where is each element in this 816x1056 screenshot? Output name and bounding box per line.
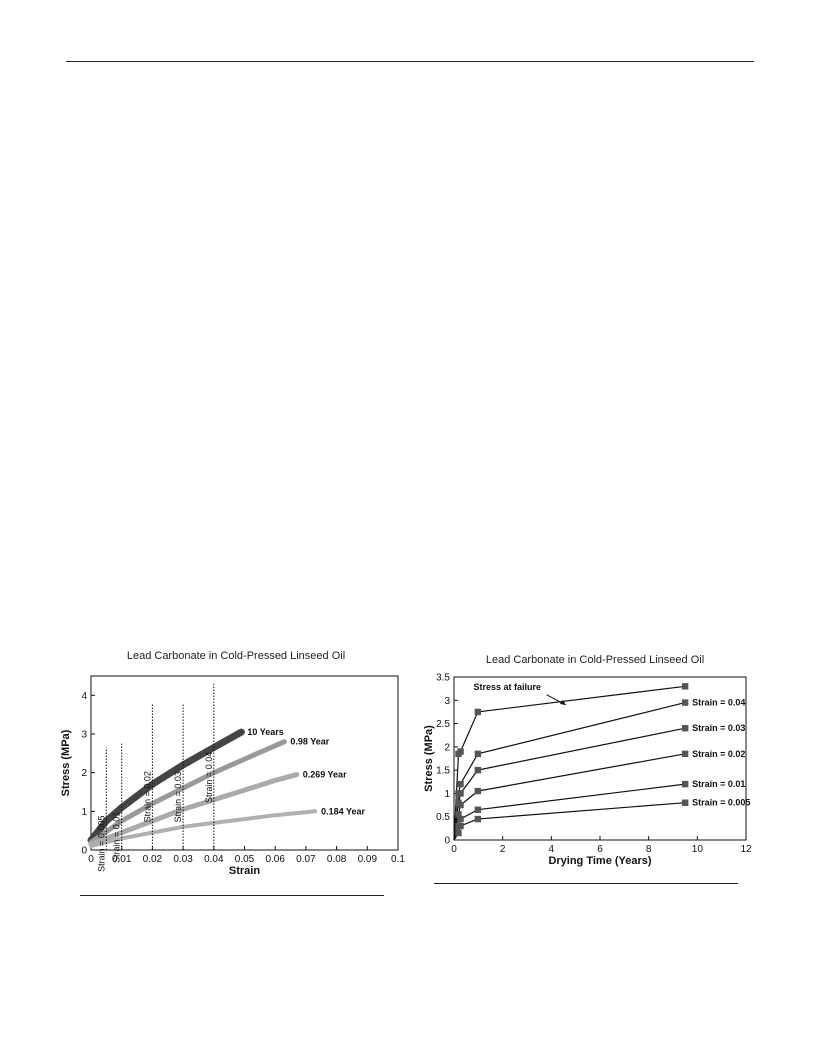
data-point xyxy=(681,750,689,758)
stress-strain-chart: Lead Carbonate in Cold-Pressed Linseed O… xyxy=(56,648,416,888)
caption-rule xyxy=(434,883,738,884)
series-line xyxy=(89,809,318,849)
strain-marker-label: Strain = 0.005 xyxy=(96,816,106,872)
x-tick-label: 0.08 xyxy=(327,854,347,865)
x-tick-label: 4 xyxy=(549,844,555,855)
data-point xyxy=(457,801,464,809)
series-label: Strain = 0.01 xyxy=(692,779,745,789)
y-tick-label: 3 xyxy=(81,730,87,741)
series-line xyxy=(453,727,686,841)
strain-marker-label: Strain = 0.03 xyxy=(173,771,183,822)
x-tick-label: 0.05 xyxy=(235,854,255,865)
y-tick-label: 4 xyxy=(81,691,87,702)
y-tick-label: 3 xyxy=(444,696,450,707)
data-point xyxy=(474,806,482,813)
data-point xyxy=(474,815,482,823)
data-point xyxy=(457,822,464,830)
series-label: Strain = 0.005 xyxy=(692,798,750,808)
chart-title: Lead Carbonate in Cold-Pressed Linseed O… xyxy=(485,654,705,666)
x-tick-label: 0.04 xyxy=(204,854,224,865)
y-tick-label: 0 xyxy=(81,846,87,857)
series-label: Stress at failure xyxy=(473,682,541,692)
chart-title: Lead Carbonate in Cold-Pressed Linseed O… xyxy=(126,650,346,662)
strain-marker-label: Strain = 0.04 xyxy=(204,752,214,803)
stress-time-plot: 0 2 4 6 8 10 12 0 0.5 1 1.5 2 2.5 3 3.5 Drying Time (Ye… xyxy=(423,673,752,868)
y-tick-label: 0 xyxy=(444,836,450,847)
y-tick-label: 1 xyxy=(81,807,87,818)
series-line xyxy=(88,739,287,845)
data-point xyxy=(455,811,462,818)
series-label: 10 Years xyxy=(247,727,283,737)
y-axis-label: Stress (MPa) xyxy=(60,729,72,796)
y-tick-label: 2 xyxy=(81,768,87,779)
x-tick-label: 0.01 xyxy=(112,854,132,865)
stress-vs-drying-time-chart: Lead Carbonate in Cold-Pressed Linseed O… xyxy=(420,650,770,890)
series-line xyxy=(453,685,686,841)
header-rule xyxy=(66,61,754,62)
x-tick-label: 2 xyxy=(500,844,506,855)
x-tick-label: 6 xyxy=(597,844,603,855)
strain-marker-label: Strain = 0.01 xyxy=(112,812,122,863)
series-label: Strain = 0.03 xyxy=(692,723,745,733)
data-point xyxy=(455,829,462,837)
data-point xyxy=(457,815,464,823)
x-tick-label: 0.09 xyxy=(358,854,378,865)
x-tick-label: 10 xyxy=(692,844,704,855)
series-label: Strain = 0.02 xyxy=(692,749,745,759)
y-axis-label: Stress (MPa) xyxy=(423,725,435,792)
y-tick-label: 1.5 xyxy=(436,766,450,777)
x-tick-label: 0 xyxy=(451,844,457,855)
x-tick-label: 0.06 xyxy=(265,854,285,865)
x-axis-label: Strain xyxy=(229,865,260,877)
arrow-head xyxy=(559,699,566,705)
x-tick-label: 0.1 xyxy=(391,854,405,865)
data-point xyxy=(474,750,482,758)
series-label: 0.184 Year xyxy=(321,806,365,816)
stress-strain-plot: 0 0.01 0.02 0.03 0.04 0.05 0.06 0.07 0.08 0.09 0.1… xyxy=(60,675,405,877)
x-tick-label: 8 xyxy=(646,844,652,855)
plot-frame xyxy=(90,675,399,851)
data-point xyxy=(681,780,689,788)
data-point xyxy=(681,725,689,732)
data-point xyxy=(474,787,482,795)
x-tick-label: 0.07 xyxy=(296,854,316,865)
data-point xyxy=(457,780,464,788)
y-tick-label: 2.5 xyxy=(436,719,450,730)
x-tick-label: 0 xyxy=(88,854,94,865)
y-tick-label: 0.5 xyxy=(436,812,450,823)
series-label: 0.269 Year xyxy=(303,770,347,780)
series-label: Strain = 0.04 xyxy=(692,698,745,708)
series-label: 0.98 Year xyxy=(290,737,329,747)
y-tick-label: 2 xyxy=(444,742,450,753)
data-point xyxy=(681,683,689,690)
series-line xyxy=(453,753,686,841)
data-point xyxy=(457,790,464,797)
series-line xyxy=(453,702,686,841)
data-point xyxy=(457,748,464,755)
data-point xyxy=(681,699,689,706)
y-tick-label: 3.5 xyxy=(436,673,450,684)
strain-marker-label: Strain = 0.02 xyxy=(142,771,152,822)
data-point xyxy=(474,708,482,716)
data-point xyxy=(474,766,482,774)
x-tick-label: 0.03 xyxy=(173,854,193,865)
series-line xyxy=(88,772,300,847)
x-tick-label: 12 xyxy=(740,844,752,855)
y-tick-label: 1 xyxy=(444,789,450,800)
x-tick-label: 0.02 xyxy=(143,854,163,865)
caption-rule xyxy=(80,895,384,896)
data-point xyxy=(681,799,689,806)
x-axis-label: Drying Time (Years) xyxy=(548,855,651,867)
